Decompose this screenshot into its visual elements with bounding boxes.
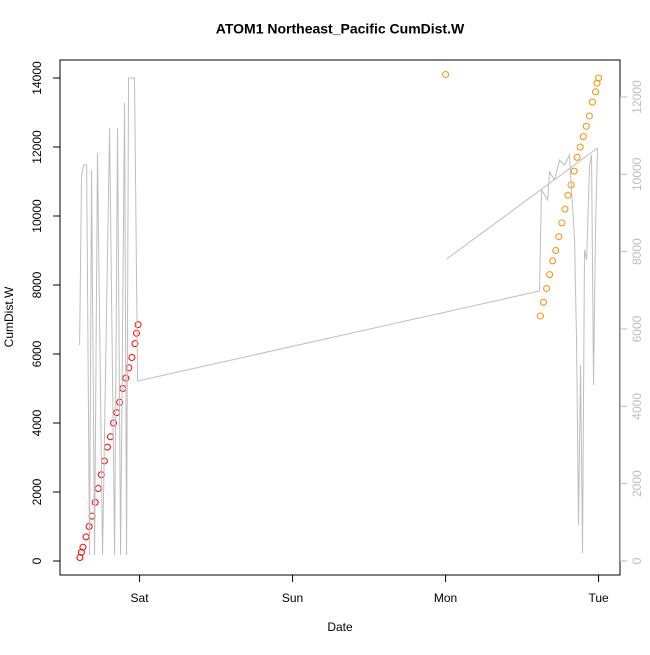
- point: [576, 143, 584, 151]
- point: [561, 205, 569, 213]
- y2-tick-label: 6000: [630, 315, 644, 342]
- point: [103, 443, 111, 451]
- point: [588, 98, 596, 106]
- y-tick-label: 2000: [30, 478, 44, 505]
- point: [546, 271, 554, 279]
- x-axis-label: Date: [327, 620, 353, 634]
- point: [128, 353, 136, 361]
- point: [564, 191, 572, 199]
- point: [595, 74, 603, 82]
- point: [582, 122, 590, 130]
- y2-tick-label: 4000: [630, 393, 644, 420]
- point: [543, 284, 551, 292]
- point: [134, 321, 142, 329]
- x-tick-label: Mon: [434, 591, 457, 605]
- point: [82, 533, 90, 541]
- point: [585, 112, 593, 120]
- point: [539, 298, 547, 306]
- y2-tick-label: 2000: [630, 470, 644, 497]
- point: [131, 340, 139, 348]
- point: [573, 153, 581, 161]
- x-tick-label: Tue: [588, 591, 609, 605]
- point: [79, 543, 87, 551]
- x-tick-label: Sun: [282, 591, 303, 605]
- y2-tick-label: 8000: [630, 238, 644, 265]
- y-tick-label: 8000: [30, 271, 44, 298]
- point: [442, 71, 450, 79]
- point: [570, 167, 578, 175]
- y-tick-label: 12000: [30, 130, 44, 164]
- point: [555, 233, 563, 241]
- point: [579, 133, 587, 141]
- y2-tick-label: 0: [630, 557, 644, 564]
- y2-tick-label: 10000: [630, 157, 644, 191]
- y-tick-label: 10000: [30, 199, 44, 233]
- point: [592, 88, 600, 96]
- point: [133, 329, 141, 337]
- y-tick-label: 14000: [30, 61, 44, 95]
- chart-title: ATOM1 Northeast_Pacific CumDist.W: [216, 21, 465, 37]
- y-tick-label: 6000: [30, 340, 44, 367]
- plot-frame: [59, 59, 621, 576]
- point: [94, 485, 102, 493]
- point: [549, 257, 557, 265]
- y-tick-label: 4000: [30, 409, 44, 436]
- point: [119, 384, 127, 392]
- point: [558, 219, 566, 227]
- x-tick-label: Sat: [131, 591, 150, 605]
- y-axis-label: CumDist.W: [2, 286, 16, 347]
- point: [552, 247, 560, 255]
- point: [536, 312, 544, 320]
- point: [125, 364, 133, 372]
- y-tick-label: 0: [30, 557, 44, 564]
- line: [79, 77, 599, 556]
- point: [113, 409, 121, 417]
- point: [106, 433, 114, 441]
- y2-tick-label: 12000: [630, 80, 644, 114]
